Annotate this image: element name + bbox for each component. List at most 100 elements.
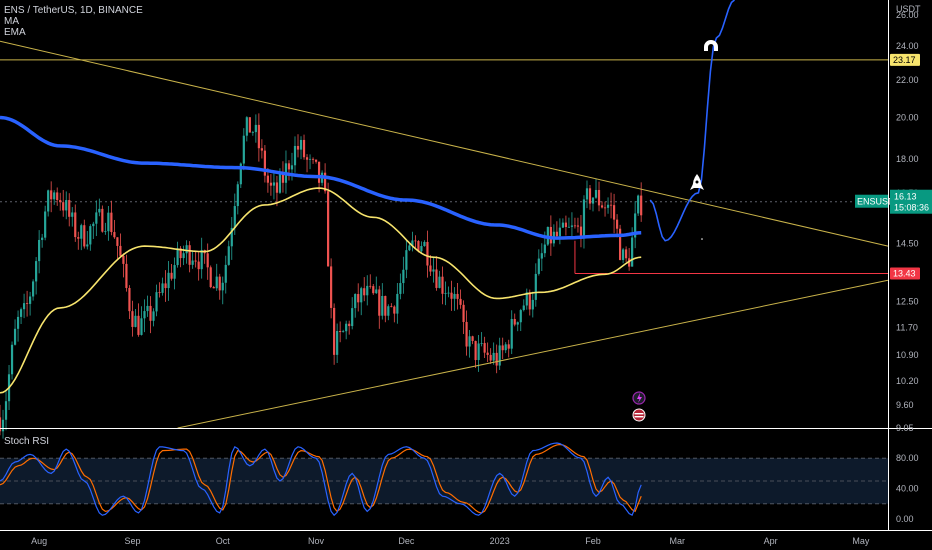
candle-down <box>333 307 336 355</box>
candle-down <box>339 330 342 333</box>
resistance-price-tag-bg <box>890 53 920 66</box>
magnet-tip-right <box>714 51 718 54</box>
candle-up <box>399 283 402 294</box>
candle-down <box>384 295 387 316</box>
candle-up <box>537 258 540 274</box>
candle-up <box>290 165 294 170</box>
candle-up <box>89 226 92 245</box>
candle-up <box>299 139 303 150</box>
candle-down <box>74 212 77 238</box>
candle-up <box>143 311 146 319</box>
price-tick-label: 9.05 <box>896 423 914 433</box>
candle-up <box>468 336 471 347</box>
candle-down <box>378 289 381 316</box>
candle-down <box>149 305 152 321</box>
candle-down <box>625 249 628 259</box>
candle-up <box>161 283 164 293</box>
magnet-icon <box>704 40 718 54</box>
price-tick-label: 14.50 <box>896 238 919 248</box>
candle-down <box>296 145 300 150</box>
candle-up <box>402 269 405 284</box>
stoch-rsi-title[interactable]: Stoch RSI <box>4 436 50 447</box>
price-tick-label: 10.20 <box>896 376 919 386</box>
candle-up <box>498 345 501 366</box>
resistance-price-tag: 23.17 <box>893 55 916 65</box>
candle-up <box>585 188 589 200</box>
candle-down <box>369 285 372 287</box>
candle-down <box>450 292 453 299</box>
candle-down <box>113 232 116 238</box>
indicator-ema-label[interactable]: EMA <box>4 27 26 38</box>
candle-down <box>170 272 173 279</box>
candle-down <box>603 207 607 209</box>
candle-up <box>447 292 450 294</box>
candle-down <box>390 306 393 308</box>
candle-down <box>83 225 86 247</box>
candle-up <box>480 343 483 344</box>
time-tick-label: Dec <box>398 536 415 546</box>
candle-down <box>281 173 285 183</box>
candle-down <box>462 304 465 322</box>
candle-down <box>615 219 619 229</box>
candle-up <box>360 288 363 303</box>
candle-up <box>140 318 143 335</box>
candle-down <box>248 117 251 133</box>
candle-up <box>366 285 369 296</box>
candle-down <box>357 294 360 303</box>
candle-down <box>372 286 375 294</box>
candle-up <box>405 250 408 270</box>
candle-up <box>420 246 423 252</box>
candle-up <box>622 249 625 260</box>
candle-up <box>32 281 35 297</box>
time-axis[interactable]: Aug Sep Oct Nov Dec 2023 Feb Mar Apr May <box>31 536 870 546</box>
candle-up <box>492 352 495 361</box>
candles-layer <box>0 113 643 439</box>
candle-down <box>471 336 474 341</box>
candle-down <box>363 288 366 296</box>
candle-up <box>477 343 480 361</box>
support-price-tag-bg <box>890 267 920 280</box>
indicator-ma-label[interactable]: MA <box>4 16 19 27</box>
candle-up <box>272 182 276 186</box>
candle-down <box>573 225 577 227</box>
candle-up <box>453 293 456 299</box>
candle-up <box>146 305 149 312</box>
chart-legend: ENS / TetherUS, 1D, BINANCE MA EMA <box>4 5 143 38</box>
candle-up <box>95 212 98 224</box>
candle-up <box>354 294 357 309</box>
projection-path <box>649 0 735 242</box>
trendline-descending <box>0 40 889 247</box>
candle-down <box>330 266 333 308</box>
candle-up <box>86 244 89 247</box>
candle-down <box>119 245 122 256</box>
candle-up <box>387 306 390 316</box>
candle-down <box>323 172 327 192</box>
candle-up <box>41 237 44 240</box>
candle-down <box>640 195 643 216</box>
candle-down <box>600 205 604 208</box>
time-tick-label: Aug <box>31 536 47 546</box>
candle-up <box>16 316 20 329</box>
candle-down <box>513 318 516 325</box>
candle-down <box>507 344 510 349</box>
candle-up <box>543 244 546 254</box>
candle-down <box>441 276 444 294</box>
candle-up <box>152 311 155 321</box>
candle-up <box>336 330 339 355</box>
rsi-tick-label: 80.00 <box>896 453 919 463</box>
countdown-tag: 15:08:36 <box>894 203 929 213</box>
candle-up <box>221 282 224 291</box>
stoch-rsi-k-line <box>0 442 642 517</box>
ma-line <box>0 115 642 240</box>
candle-up <box>570 225 574 227</box>
candle-down <box>122 255 125 264</box>
symbol-title[interactable]: ENS / TetherUS, 1D, BINANCE <box>4 5 143 16</box>
candle-up <box>631 237 634 267</box>
candle-down <box>128 287 131 312</box>
candle-up <box>35 261 38 282</box>
candle-down <box>158 292 161 293</box>
candle-down <box>317 161 321 183</box>
candle-up <box>594 189 598 198</box>
symbol-tag-bg <box>855 194 888 208</box>
